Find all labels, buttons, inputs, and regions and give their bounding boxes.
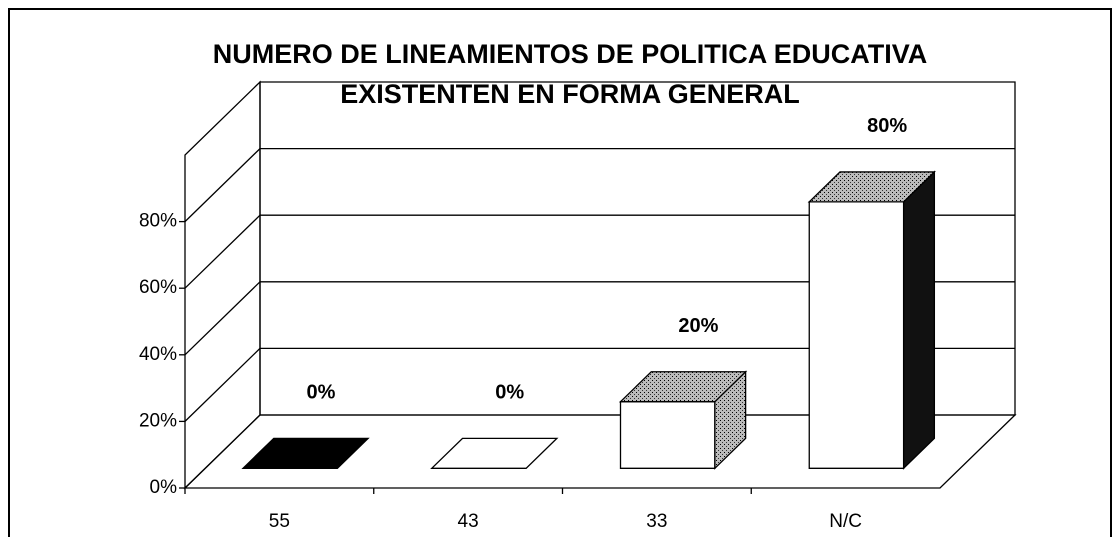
value-label: 80% xyxy=(867,115,907,137)
bar xyxy=(241,437,370,469)
grid-line xyxy=(184,148,261,223)
x-tick-label: 33 xyxy=(646,511,667,532)
bar xyxy=(618,370,748,470)
bar-front xyxy=(808,201,905,469)
y-tick-label: 60% xyxy=(139,277,177,298)
side-wall xyxy=(184,80,261,490)
bar-top xyxy=(618,371,748,403)
y-tick-label: 40% xyxy=(139,344,177,365)
y-tick-label: 0% xyxy=(150,477,178,498)
x-tick-label: N/C xyxy=(829,511,862,532)
value-label: 0% xyxy=(495,382,524,404)
value-label: 0% xyxy=(306,382,335,404)
back-wall xyxy=(259,81,1016,416)
bar-top xyxy=(807,171,936,203)
bar-front xyxy=(619,401,716,469)
x-tick-label: 43 xyxy=(458,511,479,532)
grid-line xyxy=(184,214,261,289)
bar xyxy=(430,437,559,469)
chart-title: NUMERO DE LINEAMIENTOS DE POLITICA EDUCA… xyxy=(213,39,928,69)
bar-top xyxy=(241,437,370,469)
y-tick-label: 20% xyxy=(139,410,177,431)
bar-side xyxy=(902,170,936,470)
frame xyxy=(8,8,1112,537)
bar xyxy=(807,170,936,470)
x-tick-label: 55 xyxy=(269,511,290,532)
grid-line xyxy=(184,347,261,422)
value-label: 20% xyxy=(678,315,718,337)
chart-title: EXISTENTEN EN FORMA GENERAL xyxy=(340,79,800,109)
bar-top xyxy=(430,437,559,469)
y-tick-label: 80% xyxy=(139,211,177,232)
grid-line xyxy=(184,281,261,356)
